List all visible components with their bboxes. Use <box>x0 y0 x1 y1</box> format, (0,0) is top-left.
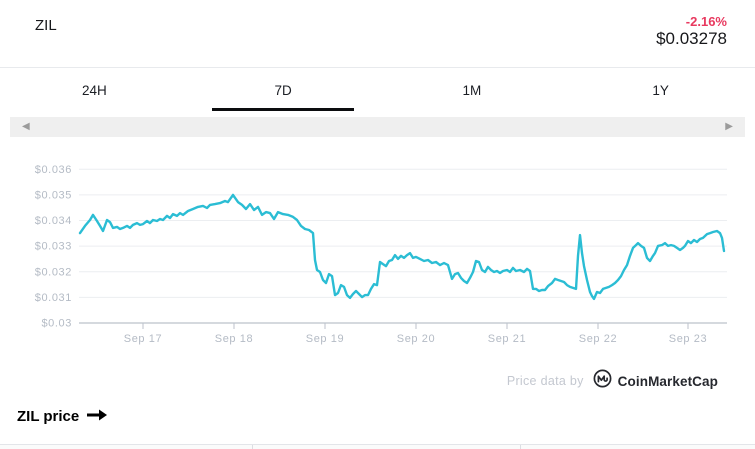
y-axis-label: $0.034 <box>35 215 72 227</box>
tab-1y[interactable]: 1Y <box>652 82 669 98</box>
zil-price-link-label: ZIL price <box>17 408 80 425</box>
x-axis-label: Sep 19 <box>306 333 344 345</box>
y-axis-label: $0.032 <box>35 266 72 278</box>
zil-price-link[interactable]: ZIL price <box>17 408 108 425</box>
x-axis-label: Sep 23 <box>669 333 707 345</box>
coinmarketcap-brand-name[interactable]: CoinMarketCap <box>617 373 718 389</box>
y-axis-label: $0.035 <box>35 189 72 201</box>
y-axis-label: $0.031 <box>35 292 72 304</box>
coinmarketcap-logo-icon <box>593 369 612 393</box>
x-axis-label: Sep 22 <box>579 333 617 345</box>
y-axis-label: $0.033 <box>35 241 72 253</box>
x-axis-label: Sep 17 <box>124 333 162 345</box>
price-chart: $0.036 $0.035 $0.034 $0.033 $0.032 $0.031 $0.0… <box>35 164 727 345</box>
tab-1m[interactable]: 1M <box>462 82 482 98</box>
chevron-left-icon[interactable]: ◀ <box>22 121 30 132</box>
next-section-edge <box>0 444 755 449</box>
chevron-right-icon[interactable]: ▶ <box>725 121 733 132</box>
right-arrow-icon <box>86 408 108 425</box>
active-tab-underline <box>212 108 355 111</box>
tab-7d[interactable]: 7D <box>189 68 378 112</box>
attribution-prefix: Price data by <box>506 374 584 388</box>
column-separator <box>520 445 521 449</box>
quote-block: -2.16% $0.03278 <box>656 14 727 49</box>
y-axis-label: $0.036 <box>35 164 72 176</box>
tab-scrollbar[interactable]: ◀ ▶ <box>10 117 745 137</box>
price-change-percent: -2.16% <box>685 14 727 29</box>
coin-symbol: ZIL <box>35 17 57 34</box>
y-axis-label: $0.03 <box>41 318 72 330</box>
timeframe-tabs: 24H 7D 1M 1Y <box>0 68 755 112</box>
x-axis-label: Sep 20 <box>397 333 435 345</box>
header-divider <box>0 67 755 68</box>
tab-24h[interactable]: 24H <box>81 82 107 98</box>
current-price: $0.03278 <box>656 29 727 48</box>
column-separator <box>252 445 253 449</box>
attribution: Price data by CoinMarketCap <box>506 369 718 393</box>
x-axis-label: Sep 18 <box>215 333 253 345</box>
x-axis-label: Sep 21 <box>488 333 526 345</box>
price-line <box>78 193 726 301</box>
